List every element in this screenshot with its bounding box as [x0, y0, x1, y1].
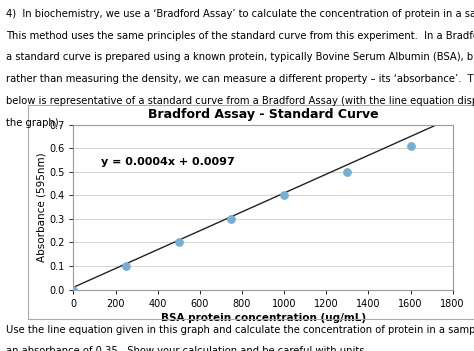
Point [407, 143, 414, 148]
Title: Bradford Assay - Standard Curve: Bradford Assay - Standard Curve [148, 108, 378, 121]
Text: rather than measuring the density, we can measure a different property – its ‘ab: rather than measuring the density, we ca… [6, 74, 474, 84]
Text: 4)  In biochemistry, we use a ‘Bradford Assay’ to calculate the concentration of: 4) In biochemistry, we use a ‘Bradford A… [6, 9, 474, 19]
Text: the graph).: the graph). [6, 118, 62, 127]
Point [175, 240, 182, 245]
Point [280, 192, 288, 198]
Text: y = 0.0004x + 0.0097: y = 0.0004x + 0.0097 [101, 157, 235, 167]
Text: Use the line equation given in this graph and calculate the concentration of pro: Use the line equation given in this grap… [6, 325, 474, 335]
Point [70, 287, 77, 292]
Point [122, 263, 130, 269]
Text: a standard curve is prepared using a known protein, typically Bovine Serum Album: a standard curve is prepared using a kno… [6, 52, 474, 62]
X-axis label: BSA protein concentration (ug/mL): BSA protein concentration (ug/mL) [161, 313, 365, 323]
Text: an absorbance of 0.35.  Show your calculation and be careful with units.: an absorbance of 0.35. Show your calcula… [6, 346, 367, 351]
Text: below is representative of a standard curve from a Bradford Assay (with the line: below is representative of a standard cu… [6, 96, 474, 106]
Point [228, 216, 235, 222]
Y-axis label: Absorbance (595nm): Absorbance (595nm) [36, 152, 46, 262]
Text: This method uses the same principles of the standard curve from this experiment.: This method uses the same principles of … [6, 31, 474, 40]
Point [344, 169, 351, 174]
